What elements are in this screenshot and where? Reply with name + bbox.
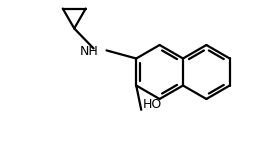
Text: NH: NH [80,45,98,58]
Text: HO: HO [143,98,162,111]
